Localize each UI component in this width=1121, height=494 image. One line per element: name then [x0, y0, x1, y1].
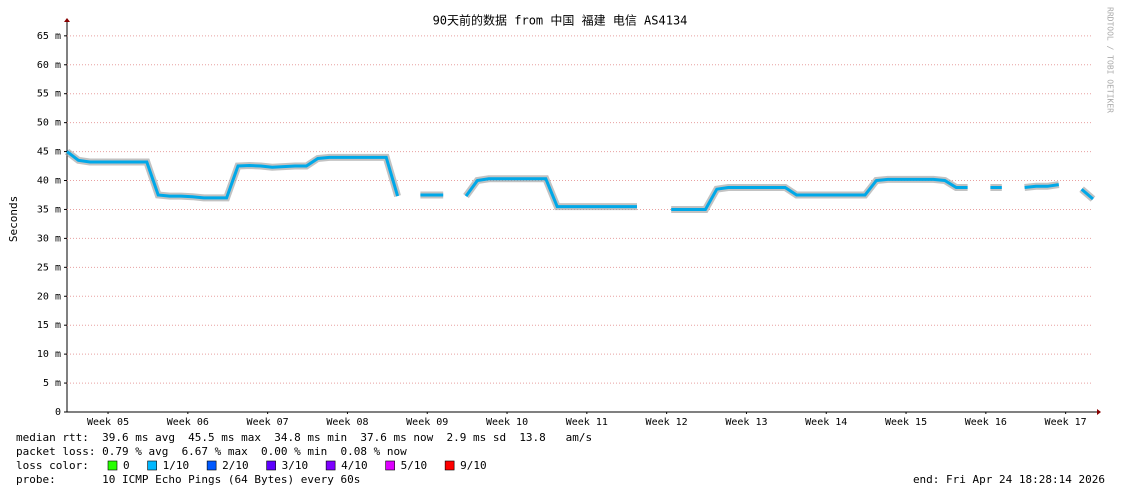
- loss-label: 9/10: [460, 459, 487, 472]
- x-tick-label: Week 08: [326, 417, 368, 428]
- x-tick-label: Week 13: [725, 417, 767, 428]
- loss-swatch: [385, 460, 395, 471]
- x-tick-label: Week 15: [885, 417, 927, 428]
- x-tick-label: Week 06: [167, 417, 209, 428]
- loss-label: 0: [123, 459, 130, 472]
- y-tick-label: 50 m: [37, 118, 61, 129]
- x-tick-label: Week 05: [87, 417, 129, 428]
- chart-title: 90天前的数据 from 中国 福建 电信 AS4134: [433, 13, 688, 28]
- loss-swatch: [266, 460, 276, 471]
- loss-swatch: [444, 460, 455, 471]
- loss-swatch: [206, 460, 217, 471]
- probe: probe: 10 ICMP Echo Pings (64 Bytes) eve…: [16, 473, 360, 486]
- rtt-line: [66, 150, 1094, 211]
- y-tick-label: 20 m: [37, 291, 61, 302]
- watermark: RRDTOOL / TOBI OETIKER: [1106, 7, 1115, 113]
- loss-swatch: [147, 460, 157, 471]
- y-tick-label: 10 m: [37, 349, 61, 360]
- y-tick-label: 45 m: [37, 147, 61, 158]
- y-tick-label: 25 m: [37, 262, 61, 273]
- y-axis-label: Seconds: [7, 196, 20, 242]
- end-time: end: Fri Apr 24 18:28:14 2026: [913, 473, 1105, 486]
- y-tick-label: 40 m: [37, 176, 61, 187]
- y-tick-label: 60 m: [37, 60, 61, 71]
- loss-swatch: [325, 460, 336, 471]
- x-tick-label: Week 14: [805, 417, 847, 428]
- y-tick-label: 15 m: [37, 320, 61, 331]
- loss-swatch: [107, 460, 118, 471]
- x-tick-label: Week 12: [646, 417, 688, 428]
- y-tick-label: 30 m: [37, 233, 61, 244]
- y-tick-label: 65 m: [37, 31, 61, 42]
- loss-label: 3/10: [282, 459, 309, 472]
- x-tick-label: Week 16: [965, 417, 1007, 428]
- loss-label: 2/10: [222, 459, 249, 472]
- loss-color-label: loss color:: [16, 459, 89, 472]
- y-tick-label: 5 m: [43, 378, 61, 389]
- x-tick-label: Week 09: [406, 417, 448, 428]
- y-tick-label: 55 m: [37, 89, 61, 100]
- loss-label: 4/10: [341, 459, 368, 472]
- info-line: median rtt: 39.6 ms avg 45.5 ms max 34.8…: [16, 431, 592, 444]
- y-tick-label: 35 m: [37, 204, 61, 215]
- loss-label: 5/10: [401, 459, 428, 472]
- x-tick-label: Week 17: [1045, 417, 1087, 428]
- x-tick-label: Week 11: [566, 417, 608, 428]
- loss-label: 1/10: [163, 459, 190, 472]
- info-line: packet loss: 0.79 % avg 6.67 % max 0.00 …: [16, 445, 407, 458]
- x-tick-label: Week 10: [486, 417, 528, 428]
- x-tick-label: Week 07: [247, 417, 289, 428]
- y-tick-label: 0: [55, 407, 61, 418]
